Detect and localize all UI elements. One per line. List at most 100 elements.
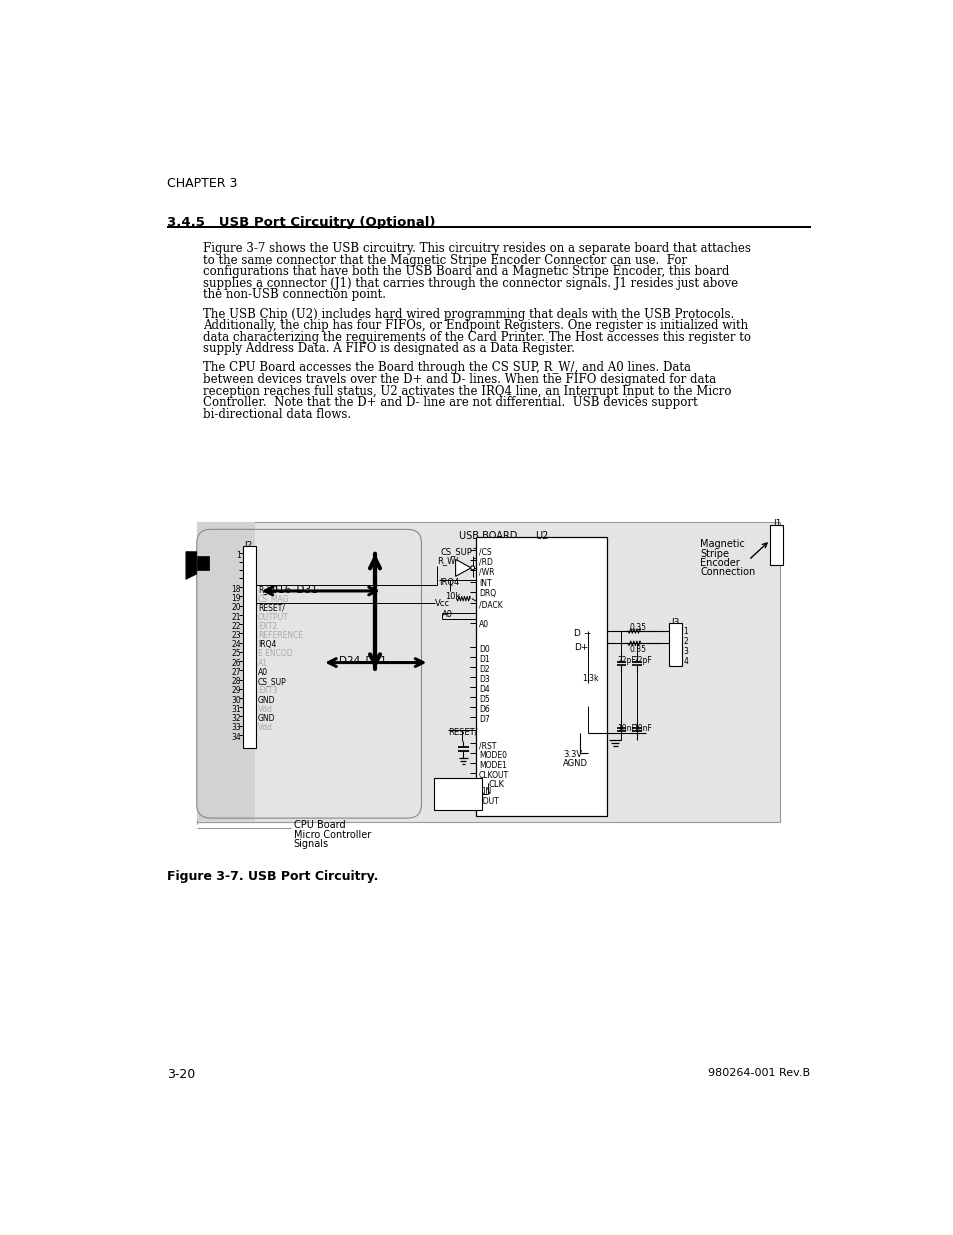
Text: D24–D31: D24–D31 bbox=[339, 656, 387, 667]
Text: the non-USB connection point.: the non-USB connection point. bbox=[203, 288, 386, 301]
Text: 3-20: 3-20 bbox=[167, 1068, 195, 1082]
Text: 28: 28 bbox=[232, 677, 241, 687]
Text: /RD: /RD bbox=[478, 558, 492, 567]
Text: CLK: CLK bbox=[488, 779, 503, 789]
Text: /DACK: /DACK bbox=[478, 601, 502, 610]
Text: 27: 27 bbox=[231, 668, 241, 677]
Text: Figure 3-7 shows the USB circuitry. This circuitry resides on a separate board t: Figure 3-7 shows the USB circuitry. This… bbox=[203, 242, 750, 256]
Circle shape bbox=[470, 566, 474, 569]
Text: A0: A0 bbox=[478, 620, 489, 629]
Text: supplies a connector (J1) that carries through the connector signals. J1 resides: supplies a connector (J1) that carries t… bbox=[203, 277, 738, 290]
Bar bbox=[476, 537, 607, 816]
Text: A1: A1 bbox=[257, 658, 268, 668]
Text: 26: 26 bbox=[231, 658, 241, 668]
Text: R_W/: R_W/ bbox=[436, 556, 457, 566]
Text: D −: D − bbox=[574, 629, 591, 637]
Text: 980264-001 Rev.B: 980264-001 Rev.B bbox=[708, 1068, 810, 1078]
Text: MODE0: MODE0 bbox=[478, 751, 506, 760]
Text: REFERENCE: REFERENCE bbox=[257, 631, 303, 640]
Text: /CS: /CS bbox=[478, 548, 491, 557]
Text: Micro Controller: Micro Controller bbox=[294, 830, 371, 840]
Text: bi-directional data flows.: bi-directional data flows. bbox=[203, 408, 351, 421]
Text: Stripe: Stripe bbox=[700, 548, 729, 558]
Text: J2: J2 bbox=[244, 541, 252, 550]
Text: 10nF: 10nF bbox=[617, 724, 636, 734]
Text: 10nF: 10nF bbox=[633, 724, 651, 734]
Text: CS_SUP: CS_SUP bbox=[257, 677, 287, 687]
Polygon shape bbox=[456, 559, 471, 577]
Text: RESET/: RESET/ bbox=[257, 603, 285, 613]
Text: D+: D+ bbox=[574, 642, 588, 652]
Text: 3.4.5   USB Port Circuitry (Optional): 3.4.5 USB Port Circuitry (Optional) bbox=[167, 216, 436, 228]
Text: D1: D1 bbox=[478, 655, 489, 664]
Text: D16–D31: D16–D31 bbox=[270, 585, 317, 595]
Text: 20: 20 bbox=[231, 603, 241, 613]
Bar bbox=[434, 778, 481, 810]
Text: 1: 1 bbox=[236, 551, 241, 559]
Text: 19: 19 bbox=[231, 594, 241, 603]
Text: 1: 1 bbox=[682, 627, 687, 636]
Text: A0: A0 bbox=[441, 610, 452, 619]
Text: E ENCOD: E ENCOD bbox=[257, 650, 293, 658]
Text: 22pF: 22pF bbox=[633, 656, 651, 666]
Text: J3: J3 bbox=[670, 618, 679, 627]
Bar bbox=[669, 624, 681, 667]
Text: GND: GND bbox=[257, 714, 275, 724]
Text: Vcc: Vcc bbox=[435, 599, 449, 608]
Text: D6: D6 bbox=[478, 705, 489, 714]
Text: supply Address Data. A FIFO is designated as a Data Register.: supply Address Data. A FIFO is designate… bbox=[203, 342, 575, 356]
Text: 21: 21 bbox=[232, 613, 241, 621]
Text: D0: D0 bbox=[478, 645, 489, 653]
Text: 3: 3 bbox=[682, 647, 688, 656]
Text: Signals: Signals bbox=[294, 839, 329, 848]
Text: EXT2: EXT2 bbox=[257, 621, 277, 631]
Text: D3: D3 bbox=[478, 674, 489, 684]
Text: 30: 30 bbox=[231, 695, 241, 705]
Text: Vdd: Vdd bbox=[257, 724, 273, 732]
Text: to the same connector that the Magnetic Stripe Encoder Connector can use.  For: to the same connector that the Magnetic … bbox=[203, 253, 686, 267]
Text: D7: D7 bbox=[478, 715, 489, 724]
Text: D2: D2 bbox=[478, 664, 489, 674]
Text: Vdd: Vdd bbox=[257, 705, 273, 714]
Text: EXT3: EXT3 bbox=[257, 687, 277, 695]
Text: 34: 34 bbox=[231, 732, 241, 742]
Text: CS_MAG: CS_MAG bbox=[257, 594, 289, 603]
Bar bbox=[769, 525, 782, 564]
Text: 10k: 10k bbox=[445, 593, 460, 601]
Text: CLKOUT: CLKOUT bbox=[478, 771, 509, 781]
Text: A0: A0 bbox=[257, 668, 268, 677]
Text: 22: 22 bbox=[232, 621, 241, 631]
Text: 32: 32 bbox=[231, 714, 241, 724]
Text: IRQ4: IRQ4 bbox=[439, 578, 459, 587]
Text: MODE1: MODE1 bbox=[478, 761, 506, 771]
Text: The USB Chip (U2) includes hard wired programming that deals with the USB Protoc: The USB Chip (U2) includes hard wired pr… bbox=[203, 308, 734, 321]
Text: IRQ4: IRQ4 bbox=[257, 640, 276, 650]
Text: USB BOARD: USB BOARD bbox=[458, 531, 517, 541]
Text: AGND: AGND bbox=[562, 758, 588, 768]
Bar bbox=[196, 521, 779, 823]
Text: 3.3V: 3.3V bbox=[562, 750, 582, 758]
Text: /WR: /WR bbox=[478, 568, 494, 577]
Polygon shape bbox=[196, 556, 209, 571]
Text: D5: D5 bbox=[478, 695, 489, 704]
Text: 0.35: 0.35 bbox=[629, 645, 645, 653]
Text: CPU Board: CPU Board bbox=[294, 820, 345, 830]
Text: OUTPUT: OUTPUT bbox=[257, 613, 289, 621]
Polygon shape bbox=[186, 552, 196, 579]
Text: 4: 4 bbox=[682, 657, 688, 666]
Text: 31: 31 bbox=[231, 705, 241, 714]
Text: Clock: Clock bbox=[441, 798, 466, 808]
Text: R_W/: R_W/ bbox=[257, 585, 277, 594]
Text: XIN: XIN bbox=[478, 787, 492, 797]
Text: J1: J1 bbox=[773, 519, 781, 527]
Text: D4: D4 bbox=[478, 685, 489, 694]
Text: Figure 3-7. USB Port Circuitry.: Figure 3-7. USB Port Circuitry. bbox=[167, 869, 378, 883]
Text: CHAPTER 3: CHAPTER 3 bbox=[167, 178, 237, 190]
Text: 24MHz: 24MHz bbox=[438, 788, 469, 797]
Text: 18: 18 bbox=[232, 585, 241, 594]
Text: 22pF: 22pF bbox=[617, 656, 636, 666]
Text: INT: INT bbox=[478, 579, 491, 588]
Text: Encoder: Encoder bbox=[700, 558, 740, 568]
Text: U3: U3 bbox=[436, 779, 446, 788]
Text: 1.3k: 1.3k bbox=[582, 674, 598, 683]
